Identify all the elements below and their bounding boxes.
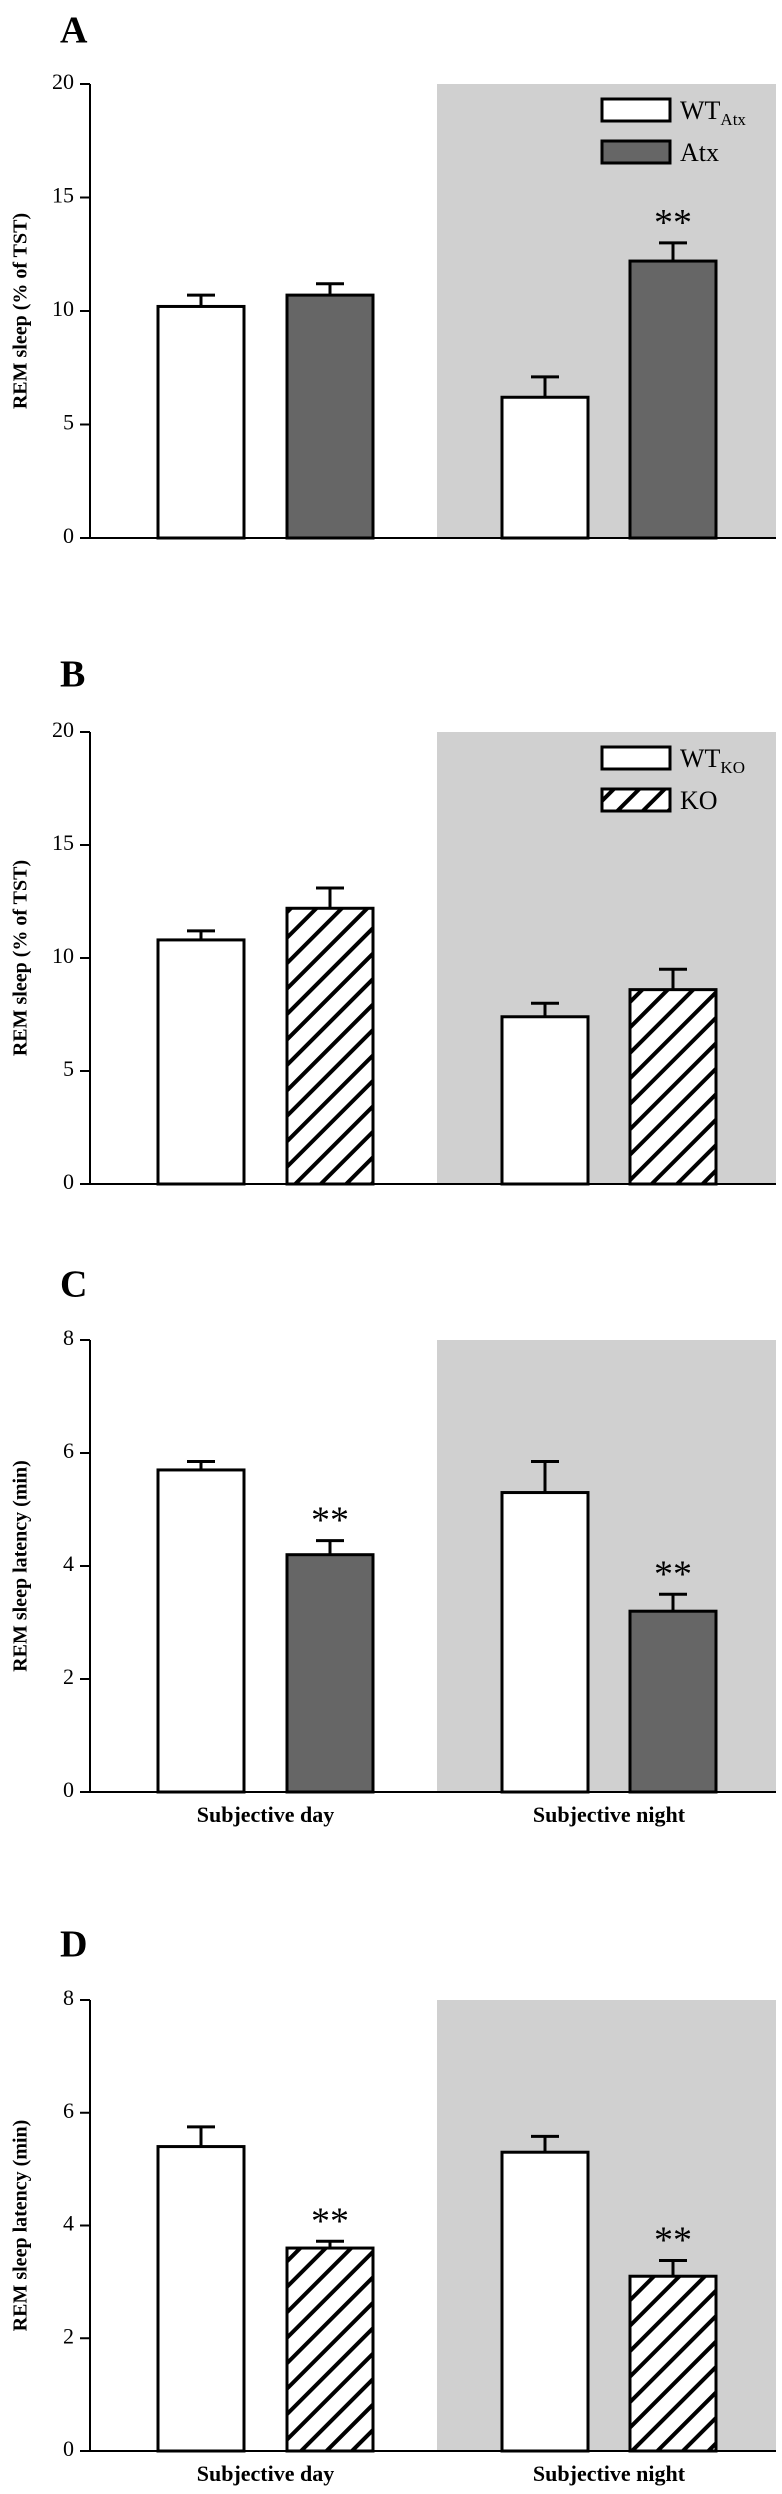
y-tick-label: 2 — [63, 2323, 74, 2348]
panel-letter: A — [60, 10, 88, 52]
legend-label-subscript: KO — [720, 758, 745, 777]
bar — [156, 1468, 246, 1794]
bar — [285, 906, 375, 1186]
bar — [500, 1015, 590, 1186]
y-axis-label: REM sleep (% of TST) — [10, 213, 32, 409]
significance-mark: ** — [311, 1500, 349, 1542]
night-shading — [437, 2000, 776, 2451]
legend-swatch — [600, 139, 672, 165]
significance-mark: ** — [654, 1553, 692, 1595]
legend-label-main: WT — [680, 744, 721, 773]
y-tick-label: 8 — [63, 1985, 74, 2010]
legend-label-main: Atx — [680, 138, 719, 167]
y-tick-label: 0 — [63, 2436, 74, 2461]
panel-letter: C — [60, 1264, 87, 1306]
panel-d: D 0 2 4 6 8 REM sleep latency (min) ** ** Subject… — [10, 1924, 776, 2486]
y-tick-label: 10 — [52, 296, 74, 321]
significance-mark: ** — [311, 2200, 349, 2242]
y-tick-label: 20 — [52, 717, 74, 742]
panel-letter: B — [60, 654, 85, 696]
panel-letter: D — [60, 1924, 87, 1966]
legend-label: KO — [680, 786, 718, 815]
panel-c: C 0 2 4 6 8 REM sleep latency (min) ** ** Subject… — [10, 1264, 776, 1827]
bar — [628, 2274, 718, 2453]
y-tick-label: 15 — [52, 183, 74, 208]
legend-swatch — [600, 745, 672, 771]
y-tick-label: 2 — [63, 1664, 74, 1689]
y-tick-label: 8 — [63, 1325, 74, 1350]
y-tick-label: 5 — [63, 1056, 74, 1081]
y-tick-label: 4 — [63, 1551, 74, 1576]
significance-mark: ** — [654, 202, 692, 244]
bar — [156, 304, 246, 540]
y-tick-label: 6 — [63, 2098, 74, 2123]
bar — [628, 988, 718, 1186]
legend-swatch — [600, 787, 672, 813]
bar — [500, 2150, 590, 2453]
y-tick-label: 0 — [63, 1777, 74, 1802]
x-category-label: Subjective day — [197, 2461, 335, 2486]
bar — [285, 293, 375, 540]
bar — [628, 1609, 718, 1794]
y-tick-label: 20 — [52, 69, 74, 94]
bar — [285, 1553, 375, 1794]
legend-swatch — [600, 97, 672, 123]
x-category-label: Subjective night — [533, 1802, 686, 1827]
legend-label: WTAtx — [680, 96, 746, 129]
bar — [500, 1491, 590, 1794]
y-tick-label: 4 — [63, 2211, 74, 2236]
x-category-label: Subjective day — [197, 1802, 335, 1827]
y-tick-label: 6 — [63, 1438, 74, 1463]
y-tick-label: 0 — [63, 1169, 74, 1194]
significance-mark: ** — [654, 2219, 692, 2261]
y-axis-label: REM sleep (% of TST) — [10, 860, 32, 1056]
legend-label-main: KO — [680, 786, 718, 815]
legend-label: Atx — [680, 138, 719, 167]
y-axis-label: REM sleep latency (min) — [10, 2120, 32, 2332]
legend-label-main: WT — [680, 96, 721, 125]
bar — [156, 938, 246, 1186]
y-tick-label: 5 — [63, 410, 74, 435]
bar — [156, 2145, 246, 2453]
bar — [285, 2246, 375, 2453]
bar — [500, 395, 590, 540]
y-tick-label: 15 — [52, 830, 74, 855]
y-axis-label: REM sleep latency (min) — [10, 1460, 32, 1672]
bar — [628, 259, 718, 540]
y-tick-label: 10 — [52, 943, 74, 968]
night-shading — [437, 1340, 776, 1792]
legend-label-subscript: Atx — [720, 110, 746, 129]
x-category-label: Subjective night — [533, 2461, 686, 2486]
legend-label: WTKO — [680, 744, 745, 777]
y-tick-label: 0 — [63, 523, 74, 548]
